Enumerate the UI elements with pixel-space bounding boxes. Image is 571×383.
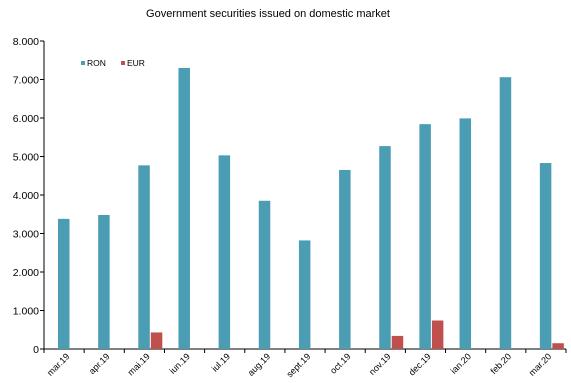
y-tick-label: 5.000 [13, 152, 39, 164]
x-axis: mar.19 apr.19 mai.19 iun.19 iul.19 aug.19 sept… [43, 348, 567, 379]
x-tick-label: dec.19 [407, 351, 433, 377]
y-tick-label: 8.000 [13, 36, 39, 48]
x-tick-label: mar.19 [45, 351, 72, 378]
x-tick-label: nov.19 [367, 351, 393, 377]
y-tick-label: 7.000 [13, 75, 39, 87]
x-tick-label: feb.20 [488, 351, 513, 376]
bar-ron [459, 118, 472, 349]
x-tick-label: apr.19 [87, 351, 112, 376]
bar-eur [552, 343, 564, 349]
legend: RON EUR [81, 58, 145, 68]
bar-ron [258, 200, 271, 349]
bar-ron [178, 67, 190, 349]
bars [58, 67, 564, 349]
x-tick-label: mar.20 [527, 351, 554, 378]
bar-ron [298, 240, 311, 349]
x-tick-label: mai.19 [126, 351, 152, 377]
y-axis: 0 1.000 2.000 3.000 4.000 5.000 6.000 7.000 8.00… [13, 36, 45, 356]
y-tick-label: 6.000 [13, 113, 39, 125]
x-tick-label: oct.19 [328, 351, 352, 375]
bar-ron [98, 215, 110, 349]
bar-ron [419, 124, 431, 349]
y-tick-label: 4.000 [13, 190, 39, 202]
bar-eur [391, 335, 404, 349]
y-tick-label: 3.000 [13, 229, 39, 241]
legend-swatch-ron [81, 61, 85, 65]
x-tick-label: iul.19 [210, 351, 232, 373]
x-tick-label: iun.19 [168, 351, 192, 375]
chart-title: Government securities issued on domestic… [146, 8, 390, 20]
legend-swatch-eur [121, 61, 125, 65]
y-tick-label: 2.000 [13, 267, 39, 279]
bar-ron [539, 163, 552, 349]
bar-ron [499, 77, 512, 349]
bar-ron [58, 218, 70, 349]
bar-ron [218, 155, 231, 349]
bar-ron [138, 165, 150, 349]
y-tick-label: 1.000 [13, 306, 39, 318]
x-tick-label: ian.20 [449, 351, 473, 375]
legend-label-ron: RON [87, 58, 106, 68]
bar-ron [379, 146, 391, 349]
bar-eur [150, 332, 163, 349]
bar-ron [339, 169, 351, 349]
y-tick-label: 0 [33, 344, 39, 356]
legend-label-eur: EUR [127, 58, 145, 68]
bar-eur [431, 320, 444, 349]
x-tick-label: sept.19 [284, 351, 312, 379]
x-tick-label: aug.19 [246, 351, 273, 378]
